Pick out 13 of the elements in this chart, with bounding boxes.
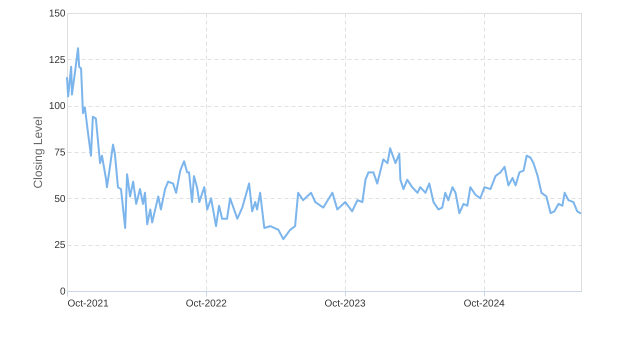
y-tick-label: 125 bbox=[48, 54, 66, 66]
y-tick-label: 0 bbox=[60, 286, 66, 298]
line-series bbox=[66, 47, 582, 240]
x-tick-label: Oct-2021 bbox=[68, 298, 110, 310]
y-tick-label: 25 bbox=[54, 240, 66, 252]
y-tick-label: 150 bbox=[48, 8, 66, 20]
y-tick-label: 50 bbox=[54, 194, 66, 205]
x-tick-label: Oct-2023 bbox=[324, 298, 366, 310]
x-tick-label: Oct-2024 bbox=[464, 298, 506, 310]
y-tick-label: 75 bbox=[54, 148, 66, 158]
y-tick-label: 100 bbox=[48, 101, 66, 112]
x-tick-label: Oct-2022 bbox=[186, 298, 228, 310]
y-axis-title: Closing Level bbox=[30, 116, 45, 189]
